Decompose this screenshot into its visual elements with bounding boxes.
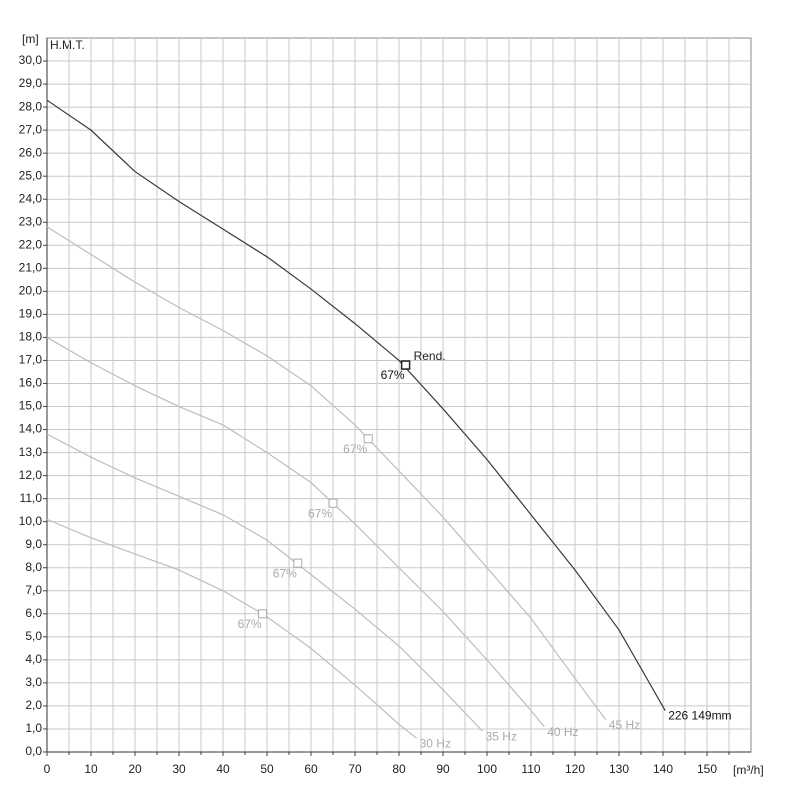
efficiency-marker <box>400 360 411 370</box>
x-tick-label: 120 <box>565 762 585 776</box>
x-tick-label: 110 <box>521 762 540 776</box>
efficiency-marker <box>363 434 373 444</box>
pump-curve <box>46 226 607 721</box>
x-tick-label: 70 <box>348 762 362 776</box>
y-tick-label: 18,0 <box>19 330 43 344</box>
y-tick-label: 16,0 <box>19 376 43 390</box>
y-tick-label: 24,0 <box>19 191 43 205</box>
y-tick-label: 3,0 <box>25 675 42 689</box>
x-tick-label: 80 <box>392 762 406 776</box>
y-tick-label: 23,0 <box>19 214 43 228</box>
efficiency-label: 67% <box>273 566 297 580</box>
pump-curve <box>46 336 545 728</box>
x-tick-label: 130 <box>609 762 629 776</box>
y-tick-label: 14,0 <box>19 422 43 436</box>
x-tick-label: 0 <box>44 762 51 776</box>
y-tick-label: 30,0 <box>19 53 43 67</box>
y-tick-label: 28,0 <box>19 99 43 113</box>
efficiency-marker <box>293 558 303 568</box>
y-tick-label: 26,0 <box>19 145 43 159</box>
y-tick-label: 22,0 <box>19 237 43 251</box>
pump-curve <box>46 99 666 711</box>
y-tick-label: 4,0 <box>25 652 42 666</box>
y-tick-label: 5,0 <box>25 629 42 643</box>
x-tick-label: 150 <box>697 762 717 776</box>
y-unit-label: [m] <box>22 32 39 46</box>
y-tick-label: 29,0 <box>19 76 43 90</box>
efficiency-label: 67% <box>308 506 332 520</box>
y-tick-label: 0,0 <box>25 744 42 758</box>
curve-label: 226 149mm <box>668 709 731 723</box>
y-tick-label: 1,0 <box>25 721 42 735</box>
x-tick-label: 50 <box>260 762 274 776</box>
y-tick-label: 19,0 <box>19 307 43 321</box>
y-tick-label: 21,0 <box>19 260 43 274</box>
y-tick-label: 9,0 <box>25 537 42 551</box>
y-tick-label: 8,0 <box>25 560 42 574</box>
curve-label: 45 Hz <box>609 718 640 732</box>
y-tick-label: 11,0 <box>20 491 43 505</box>
x-tick-label: 140 <box>653 762 673 776</box>
x-unit-label: [m³/h] <box>733 763 764 777</box>
y-axis-title: H.M.T. <box>50 38 85 52</box>
y-tick-label: 10,0 <box>19 514 43 528</box>
y-tick-label: 13,0 <box>19 445 43 459</box>
y-tick-label: 6,0 <box>25 606 42 620</box>
efficiency-marker <box>328 498 338 508</box>
efficiency-label: 67% <box>381 368 405 382</box>
y-tick-label: 7,0 <box>25 583 42 597</box>
pump-curve <box>46 518 417 739</box>
x-tick-label: 10 <box>84 762 98 776</box>
y-tick-label: 15,0 <box>19 399 43 413</box>
x-tick-label: 60 <box>304 762 318 776</box>
efficiency-marker <box>258 609 268 619</box>
efficiency-label: 67% <box>238 617 262 631</box>
y-tick-label: 20,0 <box>19 284 43 298</box>
y-tick-label: 17,0 <box>19 353 43 367</box>
y-tick-label: 27,0 <box>19 122 43 136</box>
x-tick-label: 20 <box>128 762 142 776</box>
pump-curve <box>46 433 484 732</box>
y-tick-label: 12,0 <box>19 468 43 482</box>
curve-label: 40 Hz <box>547 725 578 739</box>
curve-label: 30 Hz <box>420 736 451 750</box>
x-tick-label: 100 <box>477 762 497 776</box>
x-tick-label: 40 <box>216 762 230 776</box>
x-tick-label: 90 <box>436 762 450 776</box>
y-tick-label: 25,0 <box>19 168 43 182</box>
y-tick-label: 2,0 <box>25 698 42 712</box>
x-tick-label: 30 <box>172 762 186 776</box>
efficiency-label: 67% <box>343 442 367 456</box>
curve-label: 35 Hz <box>486 729 517 743</box>
efficiency-title: Rend. <box>414 349 446 363</box>
